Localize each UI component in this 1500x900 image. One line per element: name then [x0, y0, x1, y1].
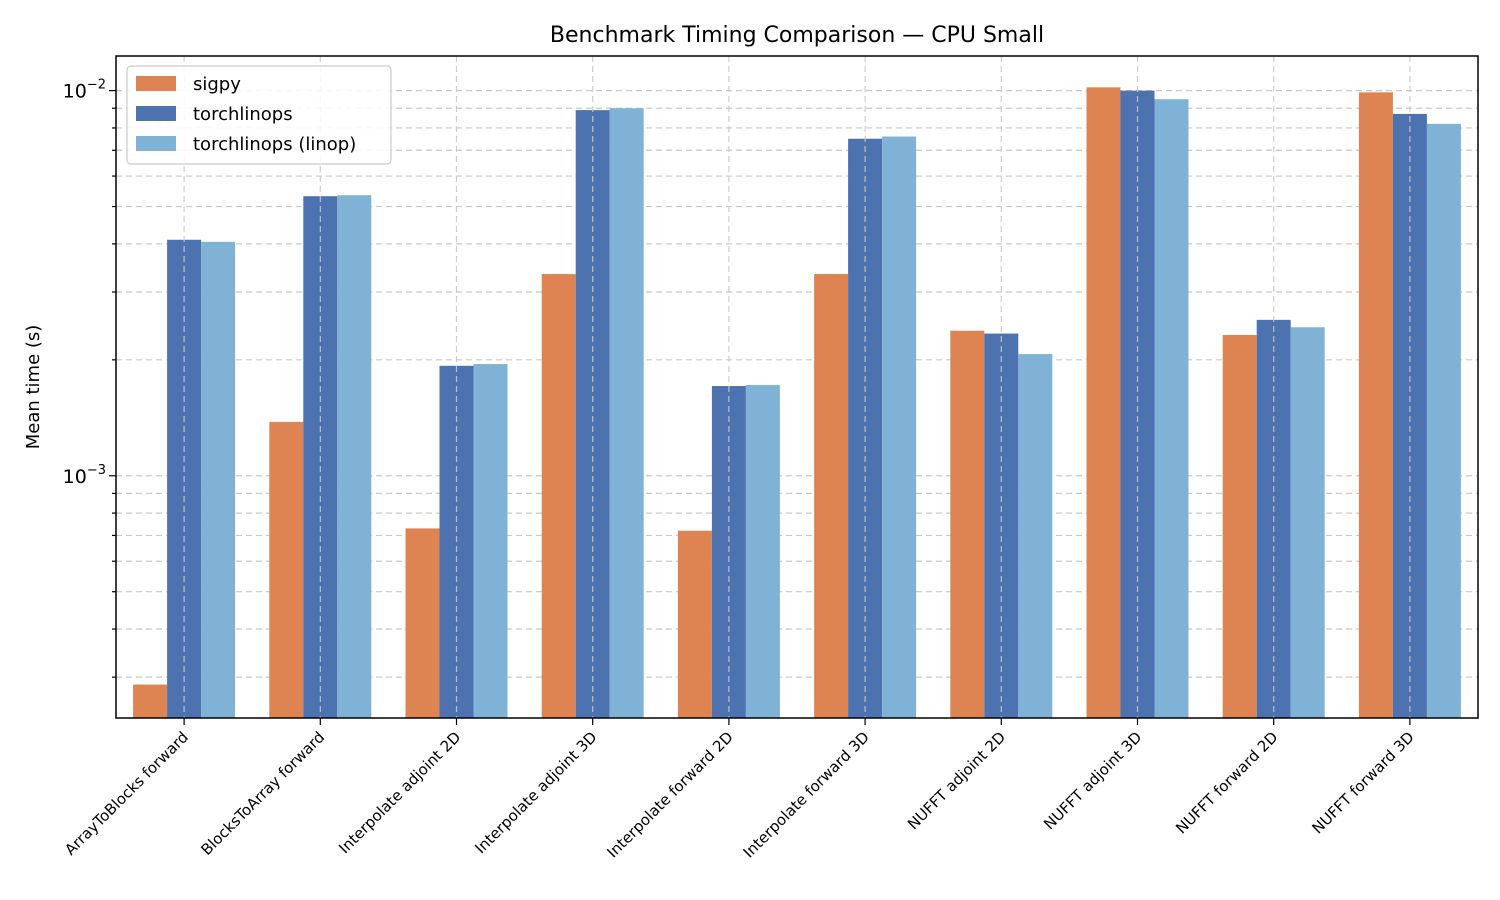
- y-tick-label: 10−2: [63, 78, 106, 103]
- legend-box: [126, 65, 392, 165]
- bar-sigpy-0: [133, 684, 168, 718]
- bar-sigpy-7: [1086, 87, 1121, 719]
- bar-torchlinops-linop-3: [609, 108, 644, 719]
- bar-torchlinops-linop-8: [1290, 327, 1325, 718]
- bar-sigpy-1: [269, 421, 304, 718]
- x-tick-label: Interpolate forward 3D: [740, 728, 873, 861]
- bar-sigpy-2: [405, 528, 440, 718]
- bar-sigpy-8: [1222, 335, 1257, 718]
- legend-swatch: [136, 76, 176, 91]
- bar-torchlinops-linop-6: [1018, 354, 1053, 718]
- y-tick-label: 10−3: [63, 463, 106, 488]
- x-tick-label: ArrayToBlocks forward: [61, 728, 192, 859]
- y-axis-label: Mean time (s): [23, 325, 44, 450]
- x-tick-label: Interpolate forward 2D: [603, 728, 736, 861]
- legend-label: sigpy: [193, 74, 241, 95]
- legend: sigpy torchlinops torchlinops (linop): [126, 65, 392, 165]
- x-tick-label: BlocksToArray forward: [197, 728, 328, 859]
- bar-torchlinops-linop-9: [1426, 123, 1461, 719]
- bar-sigpy-6: [950, 330, 985, 718]
- bar-sigpy-9: [1358, 92, 1393, 719]
- legend-label: torchlinops (linop): [193, 134, 356, 155]
- bar-torchlinops-linop-2: [473, 364, 508, 718]
- legend-label: torchlinops: [193, 104, 293, 125]
- x-tick-label: Interpolate adjoint 3D: [471, 728, 600, 857]
- bar-sigpy-5: [814, 274, 849, 718]
- bars: [133, 56, 1461, 719]
- bar-torchlinops-7: [1120, 90, 1155, 719]
- x-tick-label: Interpolate adjoint 2D: [335, 728, 464, 857]
- x-tick-label: NUFFT forward 2D: [1172, 728, 1281, 837]
- bar-torchlinops-linop-4: [745, 385, 780, 718]
- x-tick-label: NUFFT forward 3D: [1308, 728, 1417, 837]
- y-tick-labels: 10−3 10−2: [63, 78, 106, 488]
- legend-swatch: [136, 106, 176, 121]
- x-tick-labels: ArrayToBlocks forward BlocksToArray forwa…: [61, 728, 1418, 861]
- x-tick-label: NUFFT adjoint 2D: [904, 728, 1009, 833]
- legend-swatch: [136, 136, 176, 151]
- bar-sigpy-3: [541, 274, 576, 718]
- chart-title: Benchmark Timing Comparison — CPU Small: [550, 23, 1044, 48]
- plot-frame: [115, 55, 1479, 719]
- axes: [109, 55, 1479, 725]
- bar-sigpy-4: [677, 530, 712, 718]
- bar-torchlinops-linop-5: [882, 136, 917, 718]
- bar-torchlinops-linop-1: [337, 195, 372, 718]
- bar-torchlinops-linop-7: [1154, 99, 1189, 718]
- bar-torchlinops-linop-0: [201, 241, 236, 718]
- x-tick-label: NUFFT adjoint 3D: [1040, 728, 1145, 833]
